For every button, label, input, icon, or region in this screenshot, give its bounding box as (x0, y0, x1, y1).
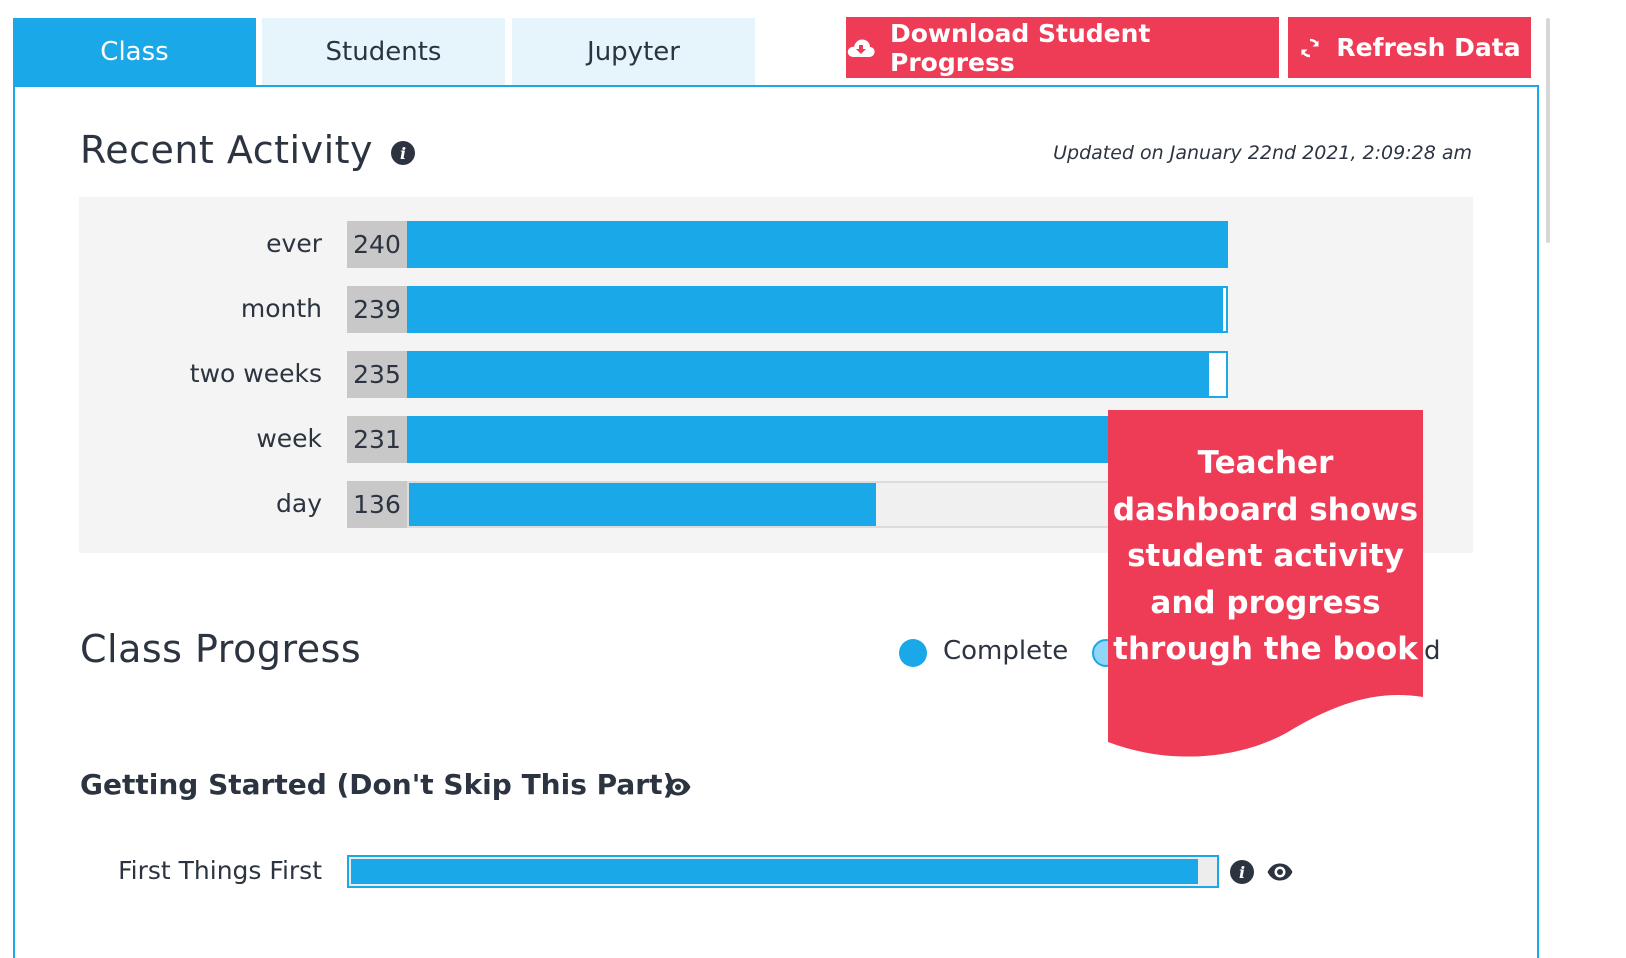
chapter-title: Getting Started (Don't Skip This Part) (80, 768, 676, 801)
activity-count: 136 (347, 481, 407, 528)
lesson-progress-bar (347, 855, 1219, 888)
download-student-progress-button[interactable]: Download Student Progress (846, 17, 1279, 78)
callout-line: and progress (1150, 584, 1381, 621)
cloud-download-icon (846, 37, 876, 59)
activity-count: 240 (347, 221, 407, 268)
refresh-button-label: Refresh Data (1336, 33, 1521, 62)
activity-bar-track (407, 286, 1228, 333)
lesson-label: First Things First (118, 856, 322, 885)
eye-icon[interactable] (664, 776, 692, 802)
tab-jupyter-label: Jupyter (587, 37, 680, 67)
activity-bar (409, 353, 1209, 396)
tab-jupyter[interactable]: Jupyter (512, 18, 755, 86)
activity-row-label: week (256, 424, 322, 453)
activity-bar-track (407, 481, 1228, 528)
activity-count: 231 (347, 416, 407, 463)
tab-students[interactable]: Students (262, 18, 505, 86)
callout-line: student activity (1127, 538, 1404, 574)
activity-bar-track (407, 416, 1228, 463)
callout-line: Teacher (1197, 445, 1334, 481)
lesson-progress-fill (351, 859, 1198, 884)
tab-class[interactable]: Class (13, 18, 256, 86)
class-progress-title: Class Progress (80, 627, 362, 671)
callout-banner (1108, 410, 1423, 757)
activity-row-label: day (276, 489, 322, 518)
activity-bar (409, 418, 1195, 461)
tab-class-label: Class (100, 37, 169, 67)
scrollbar[interactable] (1546, 18, 1550, 243)
updated-timestamp: Updated on January 22nd 2021, 2:09:28 am (1053, 142, 1472, 164)
recent-activity-title: Recent Activity (80, 128, 374, 172)
activity-count: 235 (347, 351, 407, 398)
refresh-icon (1298, 36, 1322, 60)
lesson-eye-icon[interactable] (1266, 861, 1294, 887)
activity-bar (409, 483, 876, 526)
activity-row-label: month (240, 294, 322, 323)
legend-complete-dot (899, 639, 927, 667)
callout-line: dashboard shows (1112, 491, 1419, 528)
tab-students-label: Students (325, 37, 442, 67)
legend-complete-label: Complete (943, 636, 1069, 666)
activity-row-label: two weeks (189, 359, 322, 388)
activity-row-label: ever (266, 229, 322, 258)
info-icon[interactable]: i (391, 141, 415, 165)
callout-line: through the book (1113, 631, 1418, 667)
legend-second-label: d (1424, 636, 1441, 666)
activity-bar (409, 223, 1226, 266)
activity-bar-track (407, 221, 1228, 268)
activity-bar (409, 288, 1223, 331)
callout-text: Teacher dashboard shows student activity an… (1108, 440, 1423, 673)
refresh-data-button[interactable]: Refresh Data (1288, 17, 1531, 78)
activity-count: 239 (347, 286, 407, 333)
activity-bar-track (407, 351, 1228, 398)
download-button-label: Download Student Progress (890, 18, 1151, 77)
lesson-info-icon[interactable]: i (1230, 860, 1254, 884)
